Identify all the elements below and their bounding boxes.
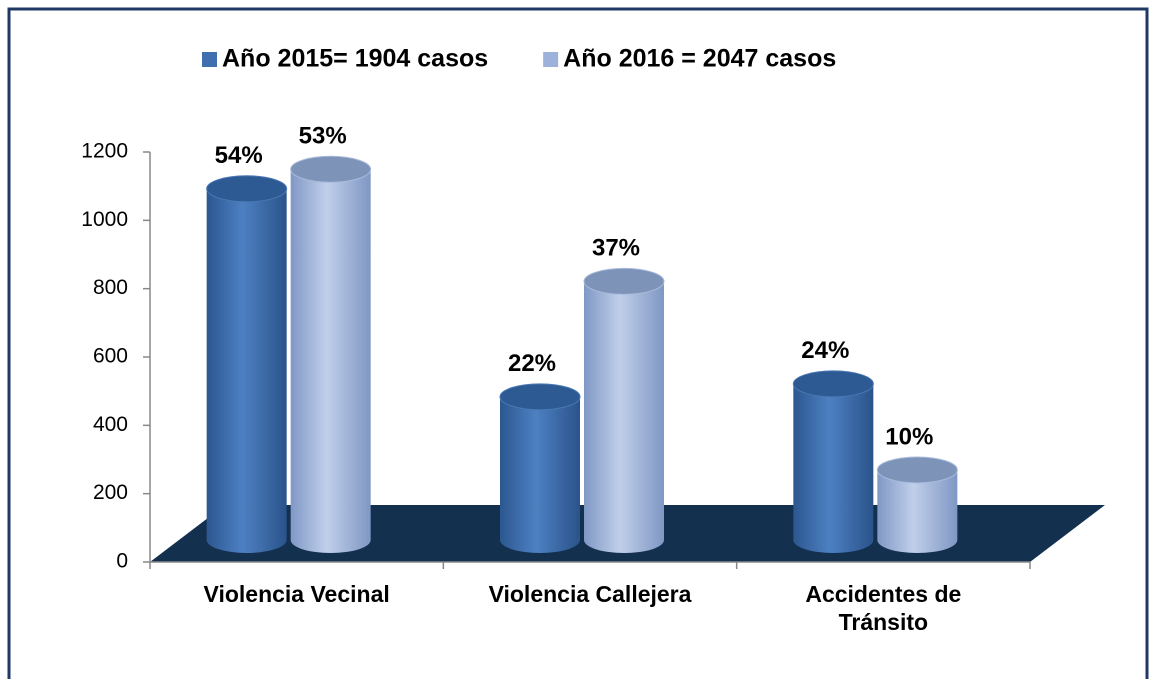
data-label: 22% xyxy=(508,350,556,377)
y-tick-label: 200 xyxy=(93,481,128,504)
bar-top xyxy=(206,175,288,203)
bar xyxy=(500,396,580,553)
bar xyxy=(584,281,664,553)
data-label: 37% xyxy=(592,235,640,262)
data-label: 10% xyxy=(885,423,933,450)
bar xyxy=(290,169,371,553)
x-tick-label: Violencia Vecinal xyxy=(203,581,390,607)
y-tick-label: 800 xyxy=(93,276,128,299)
data-label: 53% xyxy=(299,123,347,150)
y-tick-label: 400 xyxy=(93,413,128,436)
y-tick-label: 0 xyxy=(116,550,128,573)
bar xyxy=(877,469,958,553)
bar xyxy=(206,188,287,553)
x-tick-label: Violencia Callejera xyxy=(488,581,692,607)
bar-top xyxy=(290,155,372,183)
frame xyxy=(7,7,1149,679)
bar-top xyxy=(792,370,874,398)
legend-label: Año 2015= 1904 casos xyxy=(222,45,488,73)
bar-top xyxy=(499,383,581,411)
bar xyxy=(793,383,874,553)
x-tick-label: Accidentes de Tránsito xyxy=(805,581,962,635)
y-tick-label: 600 xyxy=(93,345,128,368)
y-tick-label: 1200 xyxy=(81,140,128,163)
data-label: 54% xyxy=(215,142,263,169)
bar-top xyxy=(876,456,958,484)
y-tick-label: 1000 xyxy=(81,208,128,231)
bar-top xyxy=(583,267,665,295)
legend-label: Año 2016 = 2047 casos xyxy=(563,45,836,73)
legend-swatch xyxy=(543,52,559,67)
data-label: 24% xyxy=(801,337,849,364)
legend-swatch xyxy=(202,52,217,67)
